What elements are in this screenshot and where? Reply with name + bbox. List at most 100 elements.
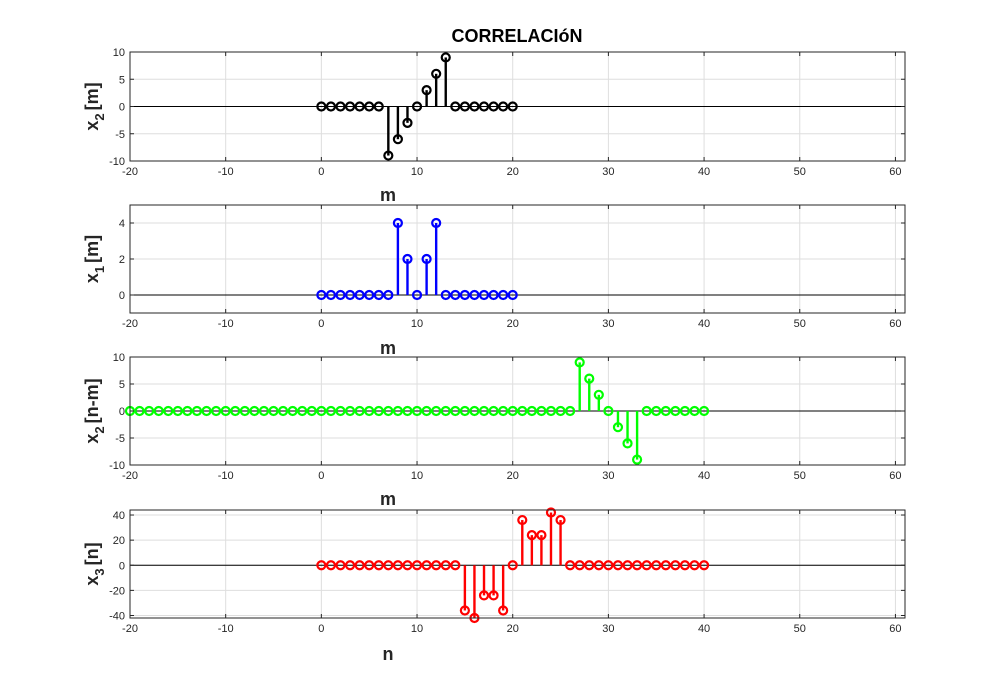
stem-marker (354, 560, 365, 571)
stem-marker (325, 289, 337, 301)
stem-marker (498, 605, 509, 616)
stem-marker (555, 405, 566, 417)
stem-marker (440, 289, 451, 301)
stem-marker (584, 560, 595, 571)
stem-marker (364, 405, 375, 417)
x-tick-label: 20 (507, 318, 519, 330)
stem-marker (478, 101, 490, 112)
stem-marker (593, 560, 604, 571)
y-label-main: x (82, 434, 102, 444)
stem-marker (689, 560, 700, 571)
stem-marker (450, 560, 461, 571)
y-tick-label: 5 (119, 74, 125, 86)
stem-marker (134, 405, 145, 417)
stem-marker (383, 150, 394, 161)
x-tick-label: 50 (794, 166, 806, 178)
y-tick-label: 0 (119, 102, 125, 114)
y-label-sub: 2 (92, 113, 107, 120)
stem-marker (392, 560, 404, 571)
y-tick-label: 5 (119, 379, 125, 391)
stem-marker (354, 289, 365, 301)
stem-marker (565, 405, 576, 417)
stem-marker (536, 405, 547, 417)
y-tick-label: 10 (113, 47, 125, 59)
stem-marker (660, 560, 671, 571)
stem-marker (603, 560, 614, 571)
y-tick-label: 2 (119, 254, 125, 266)
x-tick-label: 10 (411, 166, 423, 178)
stem-marker (354, 101, 365, 112)
stem-marker (507, 560, 518, 571)
stem-marker (498, 405, 509, 417)
y-label-sub: 1 (92, 266, 107, 273)
x-tick-label: 60 (889, 623, 901, 635)
stem-marker (612, 560, 624, 571)
stem-marker (498, 289, 509, 301)
stem-marker (603, 405, 614, 417)
stem-marker (191, 405, 203, 417)
stem-marker (565, 560, 576, 571)
y-tick-label: -5 (115, 433, 125, 445)
stem-marker (612, 422, 624, 433)
stem-marker (670, 405, 681, 417)
stem-marker (172, 405, 183, 417)
stem-marker (335, 405, 346, 417)
stem-marker (631, 560, 643, 571)
stem-marker (574, 357, 585, 368)
y-label-rest: [n-m] (82, 378, 102, 423)
y-label-main: x (82, 121, 102, 131)
figure-title: CORRELACIóN (452, 26, 583, 46)
stem-marker (211, 405, 222, 417)
stem-marker (469, 101, 480, 112)
x-tick-label: 40 (698, 318, 710, 330)
stem-marker (545, 405, 557, 417)
stem-marker (545, 507, 557, 518)
y-tick-label: 10 (113, 352, 125, 364)
stem-marker (344, 405, 356, 417)
stem-marker (622, 438, 633, 449)
stem-marker (364, 289, 375, 301)
x-tick-label: -10 (218, 470, 234, 482)
y-tick-label: -5 (115, 129, 125, 141)
x-tick-label: -20 (122, 623, 138, 635)
stem-marker (277, 405, 289, 417)
stem-marker (268, 405, 279, 417)
stem-marker (555, 514, 566, 526)
stem-marker (373, 289, 384, 301)
stem-marker (316, 289, 327, 301)
y-label-main: x (82, 273, 102, 283)
stem-marker (421, 85, 432, 96)
stem-marker (364, 560, 375, 571)
stem-marker (641, 405, 652, 417)
stem-marker (450, 405, 461, 417)
x-axis-label: m (380, 489, 396, 509)
y-axis-label: x2 [m] (82, 82, 107, 130)
stem-marker (201, 405, 212, 417)
stem-marker (459, 405, 470, 417)
stem-marker (622, 560, 633, 571)
x-tick-label: -20 (122, 470, 138, 482)
stem-marker (258, 405, 270, 417)
subplot-2: -20 -10 0 10 20 30 40 50 60 0 2 4 m x1 [m] (82, 204, 906, 358)
y-label-rest: [m] (82, 235, 102, 263)
x-tick-label: 0 (318, 166, 324, 178)
stem-marker (698, 405, 710, 417)
stem-marker (153, 405, 164, 417)
x-tick-label: -20 (122, 318, 138, 330)
stem-marker (431, 560, 442, 571)
x-tick-label: 30 (602, 166, 614, 178)
y-tick-label: 0 (119, 290, 125, 302)
stem-marker (354, 405, 365, 417)
stem-marker (651, 560, 662, 571)
stem-marker (440, 52, 451, 63)
y-tick-label: -10 (109, 460, 125, 472)
stem-marker (220, 405, 231, 417)
x-tick-label: -10 (218, 166, 234, 178)
y-tick-label: -10 (109, 156, 125, 168)
stem-marker (373, 560, 384, 571)
stem-marker (689, 405, 700, 417)
y-tick-label: -20 (109, 585, 125, 597)
stem-marker (488, 590, 499, 601)
stem-marker (402, 117, 413, 128)
